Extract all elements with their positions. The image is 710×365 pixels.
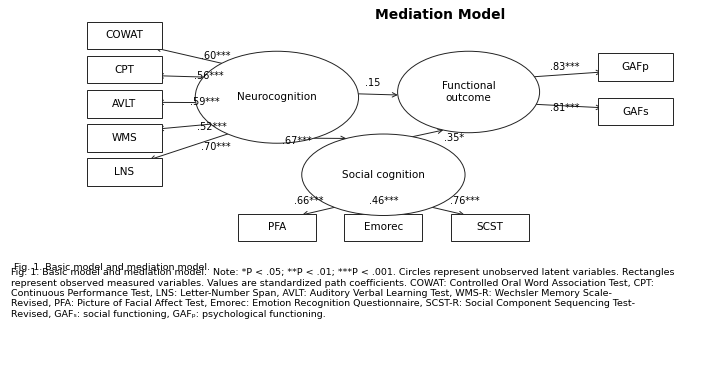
Text: .83***: .83***: [550, 62, 579, 72]
Text: .35*: .35*: [444, 133, 464, 143]
FancyBboxPatch shape: [87, 22, 161, 49]
FancyBboxPatch shape: [87, 158, 161, 186]
Text: .60***: .60***: [201, 51, 231, 61]
Text: AVLT: AVLT: [112, 99, 136, 109]
Ellipse shape: [398, 51, 540, 133]
FancyBboxPatch shape: [451, 214, 529, 241]
Text: SCST: SCST: [476, 222, 503, 232]
FancyBboxPatch shape: [599, 53, 673, 81]
Text: Fig. 1. Basic model and mediation model.  Note: *P < .05; **P < .01; ***P < .001: Fig. 1. Basic model and mediation model.…: [11, 268, 674, 319]
Text: .76***: .76***: [450, 196, 480, 206]
Text: Social cognition: Social cognition: [342, 170, 425, 180]
Text: GAFp: GAFp: [621, 62, 650, 72]
Text: Fig. 1. Basic model and mediation model.: Fig. 1. Basic model and mediation model.: [14, 263, 213, 272]
Ellipse shape: [302, 134, 465, 215]
FancyBboxPatch shape: [87, 124, 161, 152]
Text: LNS: LNS: [114, 167, 134, 177]
Text: WMS: WMS: [111, 133, 137, 143]
Text: PFA: PFA: [268, 222, 286, 232]
Text: .56***: .56***: [194, 72, 223, 81]
Text: CPT: CPT: [114, 65, 134, 74]
Text: .46***: .46***: [368, 196, 398, 206]
Text: Emorec: Emorec: [364, 222, 403, 232]
FancyBboxPatch shape: [87, 90, 161, 118]
Text: Mediation Model: Mediation Model: [375, 8, 506, 22]
Text: Functional
outcome: Functional outcome: [442, 81, 496, 103]
Text: COWAT: COWAT: [105, 31, 143, 41]
Text: Neurocognition: Neurocognition: [237, 92, 317, 102]
FancyBboxPatch shape: [238, 214, 316, 241]
Ellipse shape: [195, 51, 359, 143]
FancyBboxPatch shape: [87, 56, 161, 84]
Text: .67***: .67***: [282, 136, 312, 146]
Text: GAFs: GAFs: [622, 107, 649, 117]
Text: .81***: .81***: [550, 103, 579, 113]
Text: .52***: .52***: [197, 122, 227, 131]
Text: .70***: .70***: [202, 142, 231, 152]
Text: .66***: .66***: [294, 196, 324, 206]
FancyBboxPatch shape: [344, 214, 422, 241]
Text: .59***: .59***: [190, 97, 219, 107]
FancyBboxPatch shape: [599, 98, 673, 126]
Text: .15: .15: [365, 78, 381, 88]
